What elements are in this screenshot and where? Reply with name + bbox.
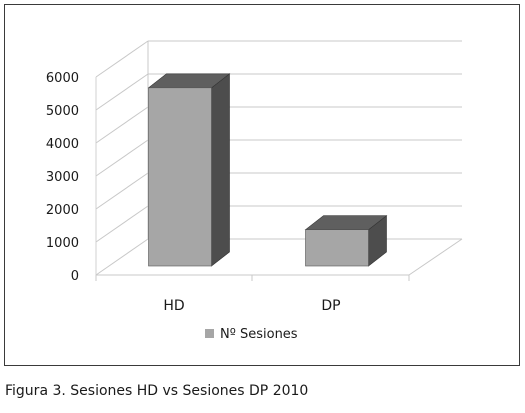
bars: [147, 73, 388, 267]
legend: Nº Sesiones: [205, 327, 298, 342]
y-tick-label: 5000: [46, 104, 79, 119]
figure-caption: Figura 3. Sesiones HD vs Sesiones DP 201…: [5, 383, 309, 399]
gridline-side: [95, 205, 149, 243]
x-axis: HD DP: [163, 298, 340, 314]
gridline-side: [95, 40, 149, 78]
bar-hd: [148, 87, 212, 267]
gridline-side: [95, 238, 149, 276]
legend-swatch: [205, 329, 214, 338]
y-tick-label: 0: [71, 269, 79, 284]
gridline-side: [95, 106, 149, 144]
y-axis: 0 1000 2000 3000 4000 5000 6000: [46, 71, 79, 284]
gridline-side: [95, 172, 149, 210]
bar-side-hd: [211, 73, 230, 267]
legend-label: Nº Sesiones: [220, 327, 298, 342]
chart-plot: 0 1000 2000 3000 4000 5000 6000 HD DP Nº Sesion…: [46, 40, 463, 342]
y-tick-label: 2000: [46, 203, 79, 218]
x-tick-label: DP: [321, 298, 340, 314]
floor-right-edge: [408, 238, 463, 276]
gridline-side: [95, 139, 149, 177]
chart-frame: 0 1000 2000 3000 4000 5000 6000 HD DP Nº Sesion…: [4, 4, 520, 366]
y-tick-label: 6000: [46, 71, 79, 86]
x-tick-label: HD: [163, 298, 184, 314]
gridline-side: [95, 73, 149, 111]
y-tick-label: 4000: [46, 137, 79, 152]
bar-dp: [305, 229, 369, 267]
y-tick-label: 3000: [46, 170, 79, 185]
y-tick-label: 1000: [46, 236, 79, 251]
